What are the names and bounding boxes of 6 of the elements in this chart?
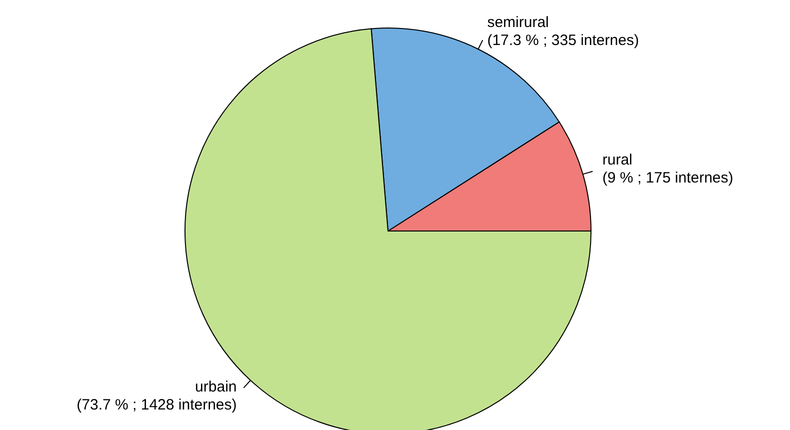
slice-label: semirural (487, 14, 549, 32)
data-label: (17.3 % ; 335 internes) (487, 32, 639, 50)
data-label: (9 % ; 175 internes) (602, 170, 734, 187)
slice-label: rural (602, 152, 632, 169)
data-label: (73.7 % ; 1428 internes) (76, 396, 237, 414)
slice-label: urbain (195, 378, 237, 396)
